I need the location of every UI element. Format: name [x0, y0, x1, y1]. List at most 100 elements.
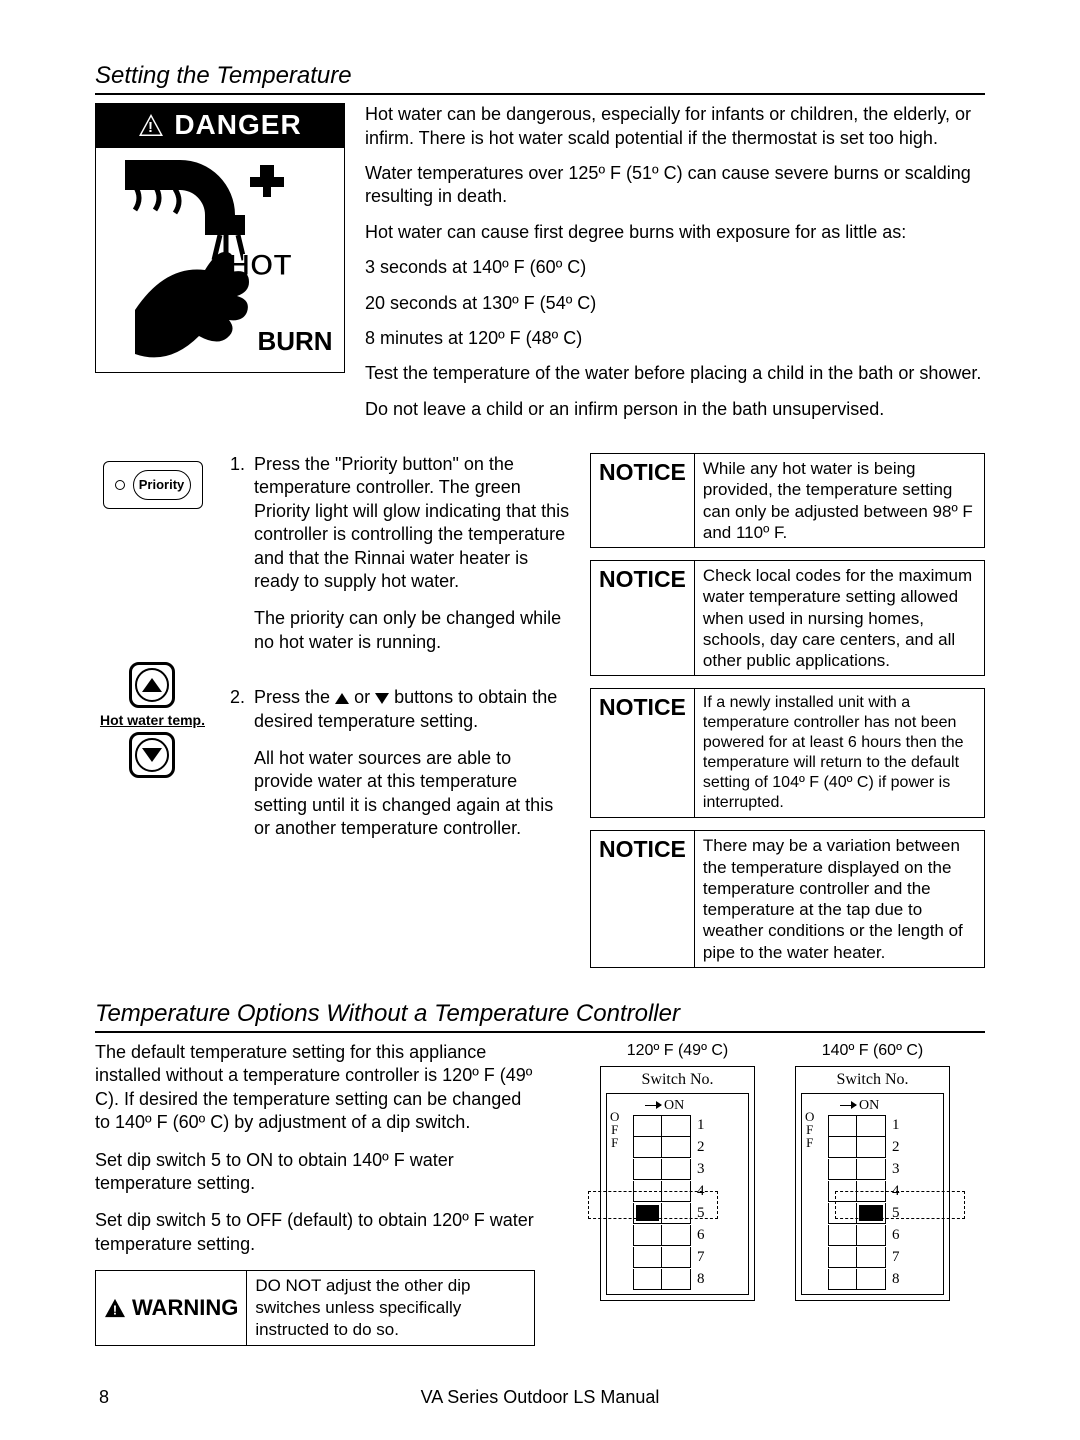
- s2-para: The default temperature setting for this…: [95, 1041, 535, 1135]
- notice-box: NOTICE There may be a variation between …: [590, 830, 985, 968]
- dip-num: 8: [892, 1270, 900, 1290]
- section2-text-col: The default temperature setting for this…: [95, 1041, 535, 1346]
- temp-down-button-illustration: [129, 732, 175, 778]
- notice-box: NOTICE Check local codes for the maximum…: [590, 560, 985, 676]
- dip-box: Switch No. ON O F F 1 2 3 4: [795, 1066, 950, 1301]
- temp-up-button-illustration: [129, 662, 175, 708]
- warning-box: ! WARNING DO NOT adjust the other dip sw…: [95, 1270, 535, 1346]
- dip-config-120: 120º F (49º C) Switch No. ON O F F 1 2: [600, 1041, 755, 1346]
- step-para: All hot water sources are able to provid…: [254, 747, 570, 841]
- priority-led-icon: [115, 480, 125, 490]
- on-label: ON: [664, 1098, 684, 1113]
- burn-label: BURN: [257, 326, 332, 356]
- arrow-down-icon: [375, 693, 389, 704]
- notice-label: NOTICE: [591, 831, 695, 967]
- danger-para: 20 seconds at 130º F (54º C): [365, 292, 985, 315]
- notice-text: While any hot water is being provided, t…: [695, 454, 984, 547]
- steps-col: 1. Press the "Priority button" on the te…: [230, 453, 570, 968]
- arrow-up-icon: [335, 693, 349, 704]
- dip-highlight: [835, 1191, 965, 1219]
- step-para: Press the "Priority button" on the tempe…: [254, 453, 570, 593]
- dip-switch-col: 120º F (49º C) Switch No. ON O F F 1 2: [565, 1041, 985, 1346]
- step-para: Press the or buttons to obtain the desir…: [254, 686, 570, 733]
- section2-row: The default temperature setting for this…: [95, 1041, 985, 1346]
- dip-title: 140º F (60º C): [795, 1041, 950, 1062]
- danger-text: Hot water can be dangerous, especially f…: [365, 103, 985, 433]
- page-footer: 8 VA Series Outdoor LS Manual 8: [95, 1386, 985, 1409]
- priority-label: Priority: [139, 477, 185, 494]
- priority-oval: Priority: [133, 470, 191, 500]
- notice-box: NOTICE If a newly installed unit with a …: [590, 688, 985, 818]
- dip-header: ON: [806, 1097, 937, 1115]
- dip-header: ON: [611, 1097, 742, 1115]
- dip-highlight: [588, 1191, 718, 1219]
- warning-triangle-icon: !: [138, 113, 164, 137]
- on-label: ON: [859, 1098, 879, 1113]
- switch-no-label: Switch No.: [606, 1070, 749, 1091]
- dip-num: 1: [697, 1116, 705, 1136]
- arrow-up-icon: [142, 678, 162, 692]
- priority-button-illustration: Priority: [103, 461, 203, 509]
- dip-num: 6: [697, 1226, 705, 1246]
- notices-col: NOTICE While any hot water is being prov…: [590, 453, 985, 968]
- dip-title: 120º F (49º C): [600, 1041, 755, 1062]
- switch-no-label: Switch No.: [801, 1070, 944, 1091]
- step-1: 1. Press the "Priority button" on the te…: [230, 453, 570, 668]
- arrow-right-icon: [840, 1105, 856, 1107]
- section-title-2: Temperature Options Without a Temperatur…: [95, 998, 985, 1033]
- footer-title: VA Series Outdoor LS Manual: [421, 1386, 660, 1409]
- danger-para: Hot water can cause first degree burns w…: [365, 221, 985, 244]
- danger-para: Hot water can be dangerous, especially f…: [365, 103, 985, 150]
- up-down-illustration: Hot water temp.: [100, 659, 205, 781]
- step-number: 2.: [230, 686, 254, 854]
- dip-num: 7: [892, 1248, 900, 1268]
- danger-header: ! DANGER: [95, 103, 345, 147]
- step-para: The priority can only be changed while n…: [254, 607, 570, 654]
- dip-num: 3: [892, 1160, 900, 1180]
- warning-label: WARNING: [132, 1294, 238, 1323]
- danger-para: 8 minutes at 120º F (48º C): [365, 327, 985, 350]
- dip-num: 8: [697, 1270, 705, 1290]
- notice-text: Check local codes for the maximum water …: [695, 561, 984, 675]
- step-number: 1.: [230, 453, 254, 668]
- warning-text: DO NOT adjust the other dip switches unl…: [247, 1271, 534, 1345]
- off-label: O F F: [610, 1110, 619, 1149]
- danger-para: Water temperatures over 125º F (51º C) c…: [365, 162, 985, 209]
- notice-label: NOTICE: [591, 454, 695, 547]
- s2-para: Set dip switch 5 to OFF (default) to obt…: [95, 1209, 535, 1256]
- dip-num: 1: [892, 1116, 900, 1136]
- off-label: O F F: [805, 1110, 814, 1149]
- dip-num: 3: [697, 1160, 705, 1180]
- arrow-down-icon: [142, 748, 162, 762]
- notice-text: There may be a variation between the tem…: [695, 831, 984, 967]
- hot-burn-icon: HOT BURN: [95, 148, 345, 373]
- danger-row: ! DANGER HOT BURN Hot water can b: [95, 103, 985, 433]
- warning-triangle-icon: !: [104, 1298, 126, 1318]
- svg-text:!: !: [148, 119, 154, 136]
- s2-para: Set dip switch 5 to ON to obtain 140º F …: [95, 1149, 535, 1196]
- notice-label: NOTICE: [591, 689, 695, 817]
- danger-label: DANGER: [174, 107, 301, 143]
- step-text: Press the: [254, 687, 335, 707]
- step-text: or: [354, 687, 375, 707]
- dip-num: 6: [892, 1226, 900, 1246]
- dip-num: 2: [697, 1138, 705, 1158]
- danger-para: Test the temperature of the water before…: [365, 362, 985, 385]
- section-title-1: Setting the Temperature: [95, 60, 985, 95]
- arrow-right-icon: [645, 1105, 661, 1107]
- dip-num: 7: [697, 1248, 705, 1268]
- svg-text:!: !: [113, 1303, 117, 1318]
- danger-para: 3 seconds at 140º F (60º C): [365, 256, 985, 279]
- notice-box: NOTICE While any hot water is being prov…: [590, 453, 985, 548]
- danger-block: ! DANGER HOT BURN: [95, 103, 345, 433]
- dip-config-140: 140º F (60º C) Switch No. ON O F F 1 2: [795, 1041, 950, 1346]
- notice-text: If a newly installed unit with a tempera…: [695, 689, 984, 817]
- danger-para: Do not leave a child or an infirm person…: [365, 398, 985, 421]
- dip-num: 2: [892, 1138, 900, 1158]
- page-number: 8: [99, 1386, 109, 1409]
- dip-box: Switch No. ON O F F 1 2 3 4: [600, 1066, 755, 1301]
- notice-label: NOTICE: [591, 561, 695, 675]
- mid-row: Priority Hot water temp. 1. Press the "P…: [95, 453, 985, 968]
- hot-water-temp-label: Hot water temp.: [100, 711, 205, 729]
- warning-label-cell: ! WARNING: [96, 1271, 247, 1345]
